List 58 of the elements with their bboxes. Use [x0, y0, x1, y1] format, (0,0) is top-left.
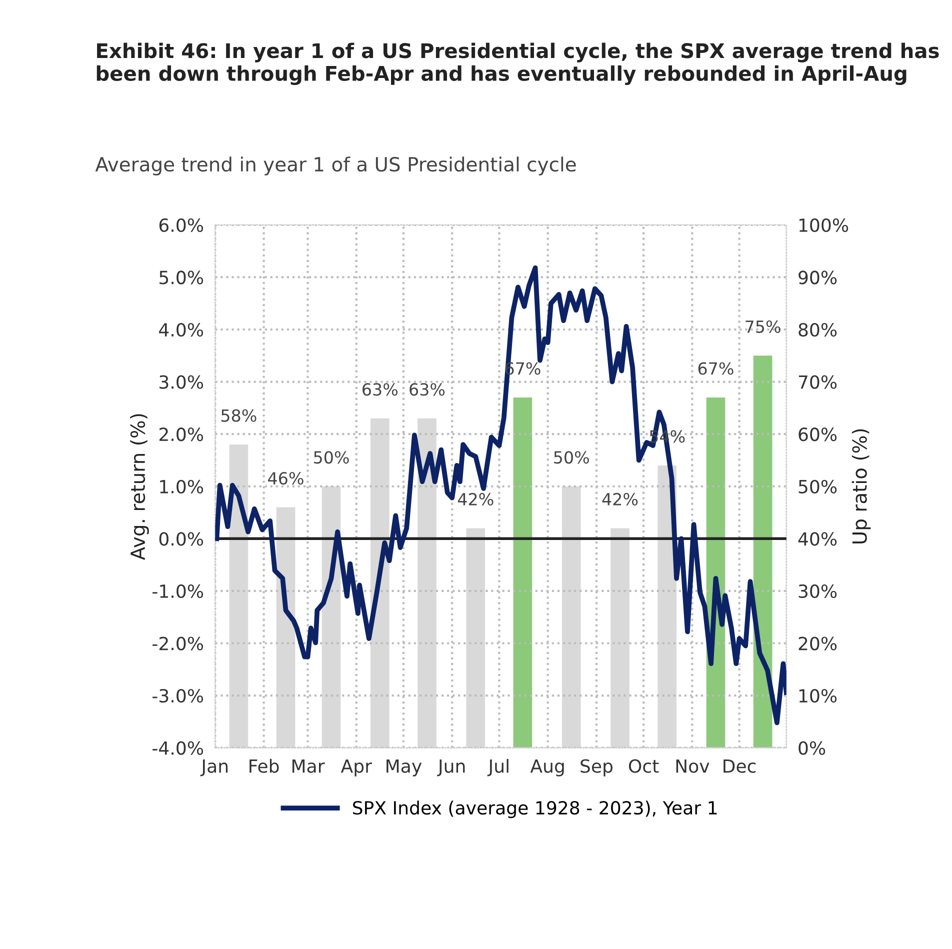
y-tick-label: -1.0% [152, 584, 204, 598]
data-label: 46% [268, 472, 304, 485]
data-label: 58% [221, 409, 256, 422]
y2-tick-label: 80% [798, 322, 837, 337]
data-label: 50% [314, 451, 349, 464]
y2-tick-label: 70% [798, 375, 837, 389]
y2-tick-label: 10% [799, 688, 837, 703]
y-tick-label: 0.0% [159, 532, 204, 546]
x-tick-label: Aug [530, 759, 564, 776]
bar [466, 528, 486, 748]
x-tick-label: Nov [676, 759, 710, 773]
data-label: 63% [410, 383, 445, 396]
y2-tick-label: 100% [799, 218, 848, 232]
y-tick-label: 6.0% [159, 218, 204, 232]
data-label: 42% [458, 492, 494, 506]
y2-tick-label: 40% [798, 532, 837, 546]
bar [229, 444, 248, 748]
y-tick-label: 4.0% [159, 322, 204, 337]
x-tick-label: May [386, 759, 422, 776]
data-label: 63% [362, 383, 398, 396]
chart-title: Exhibit 46: In year 1 of a US Presidential cycle, the SPX average trend has been down through Feb-Apr and has eventually rebounded in April-Aug [96, 42, 939, 86]
y-tick-label: -4.0% [152, 741, 204, 755]
y-tick-label: 2.0% [159, 428, 204, 442]
x-tick-label: Apr [340, 759, 372, 776]
y-tick-label: -2.0% [152, 636, 204, 650]
bar [610, 528, 630, 748]
legend-label: SPX Index (average 1928 - 2023), Year 1 [353, 800, 717, 818]
y-tick-label: -3.0% [152, 688, 204, 703]
data-label: 75% [746, 320, 780, 333]
x-tick-label: Sep [580, 759, 612, 776]
y2-tick-label: 20% [798, 636, 837, 650]
y2-tick-label: 50% [798, 480, 837, 494]
line-series [215, 265, 786, 726]
data-label: 42% [602, 492, 638, 506]
x-tick-label: Jan [200, 759, 228, 776]
y2-tick-label: 0% [798, 741, 826, 755]
bar [753, 356, 772, 748]
x-tick-label: Jun [437, 759, 465, 776]
chart-subtitle: Average trend in year 1 of a US Presidential cycle [95, 156, 576, 176]
x-tick-label: Jul [487, 758, 508, 776]
bar [276, 507, 296, 748]
y-tick-label: 3.0% [160, 375, 204, 389]
y-tick-label: 1.0% [160, 480, 204, 494]
data-label: 67% [698, 362, 734, 375]
y2-tick-label: 90% [798, 270, 837, 284]
y-tick-label: 5.0% [160, 270, 204, 284]
bar [418, 418, 436, 748]
bar [513, 397, 532, 748]
x-tick-label: Feb [250, 758, 279, 773]
x-tick-label: Oct [628, 759, 659, 773]
bar [562, 486, 581, 748]
y2-axis-title: Up ratio (%) [852, 429, 871, 544]
y-axis-title: Avg. return (%) [130, 414, 149, 560]
x-tick-label: Mar [292, 759, 325, 773]
data-label: 50% [554, 451, 589, 464]
x-tick-label: Dec [724, 759, 756, 773]
y2-tick-label: 30% [798, 584, 837, 598]
y2-tick-label: 60% [798, 428, 837, 442]
